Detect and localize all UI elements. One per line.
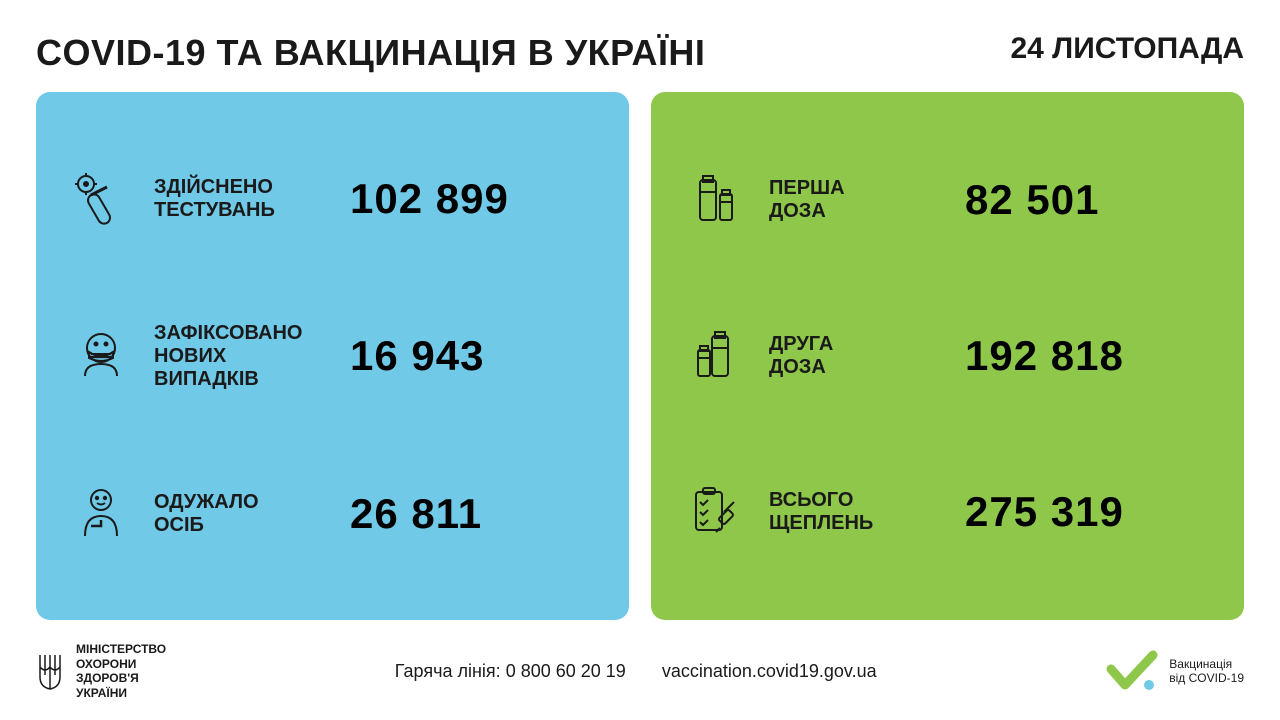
ministry-text: МІНІСТЕРСТВООХОРОНИЗДОРОВ'ЯУКРАЇНИ [76, 642, 166, 700]
covid-stats-panel: ЗДІЙСНЕНОТЕСТУВАНЬ 102 899 ЗАФІКСОВАНО [36, 92, 629, 620]
stat-value: 26 811 [350, 490, 482, 538]
hotline-number: 0 800 60 20 19 [506, 661, 626, 681]
stat-row-first-dose: ПЕРШАДОЗА 82 501 [679, 170, 1216, 230]
header: COVID-19 ТА ВАКЦИНАЦІЯ В УКРАЇНІ 24 ЛИСТ… [36, 32, 1244, 74]
stat-label: ЗДІЙСНЕНОТЕСТУВАНЬ [154, 176, 334, 222]
vaccination-logo: Вакцинаціявід COVID-19 [1105, 649, 1244, 693]
date-label: 24 ЛИСТОПАДА [1010, 32, 1244, 66]
stat-row-cases: ЗАФІКСОВАНОНОВИХВИПАДКІВ 16 943 [64, 322, 601, 391]
vax-logo-text: Вакцинаціявід COVID-19 [1169, 657, 1244, 686]
stat-row-recovered: ОДУЖАЛООСІБ 26 811 [64, 484, 601, 544]
hotline-info: Гаряча лінія: 0 800 60 20 19 vaccination… [395, 661, 877, 682]
stat-row-total: ВСЬОГОЩЕПЛЕНЬ 275 319 [679, 482, 1216, 542]
ministry-logo: МІНІСТЕРСТВООХОРОНИЗДОРОВ'ЯУКРАЇНИ [36, 642, 166, 700]
stat-value: 192 818 [965, 332, 1124, 380]
panels-row: ЗДІЙСНЕНОТЕСТУВАНЬ 102 899 ЗАФІКСОВАНО [36, 92, 1244, 620]
vax-checkmark-icon [1105, 649, 1159, 693]
clipboard-syringe-icon [679, 482, 753, 542]
test-tube-icon [64, 169, 138, 229]
stat-label: ЗАФІКСОВАНОНОВИХВИПАДКІВ [154, 322, 334, 391]
stat-value: 16 943 [350, 332, 484, 380]
vials-first-icon [679, 170, 753, 230]
footer: МІНІСТЕРСТВООХОРОНИЗДОРОВ'ЯУКРАЇНИ Гаряч… [36, 620, 1244, 700]
stat-label: ВСЬОГОЩЕПЛЕНЬ [769, 489, 949, 535]
stat-label: ПЕРШАДОЗА [769, 177, 949, 223]
stat-value: 82 501 [965, 176, 1099, 224]
vaccination-stats-panel: ПЕРШАДОЗА 82 501 ДРУГАДОЗА 192 818 [651, 92, 1244, 620]
website-url: vaccination.covid19.gov.ua [662, 661, 877, 682]
stat-row-tests: ЗДІЙСНЕНОТЕСТУВАНЬ 102 899 [64, 169, 601, 229]
stat-row-second-dose: ДРУГАДОЗА 192 818 [679, 326, 1216, 386]
vials-second-icon [679, 326, 753, 386]
recovered-person-icon [64, 484, 138, 544]
page-title: COVID-19 ТА ВАКЦИНАЦІЯ В УКРАЇНІ [36, 32, 705, 74]
trident-icon [36, 651, 64, 691]
stat-label: ОДУЖАЛООСІБ [154, 491, 334, 537]
stat-label: ДРУГАДОЗА [769, 333, 949, 379]
hotline-label: Гаряча лінія: [395, 661, 501, 681]
stat-value: 102 899 [350, 175, 509, 223]
masked-person-icon [64, 326, 138, 386]
infographic-container: COVID-19 ТА ВАКЦИНАЦІЯ В УКРАЇНІ 24 ЛИСТ… [0, 0, 1280, 720]
hotline-combined: Гаряча лінія: 0 800 60 20 19 [395, 661, 626, 682]
stat-value: 275 319 [965, 488, 1124, 536]
